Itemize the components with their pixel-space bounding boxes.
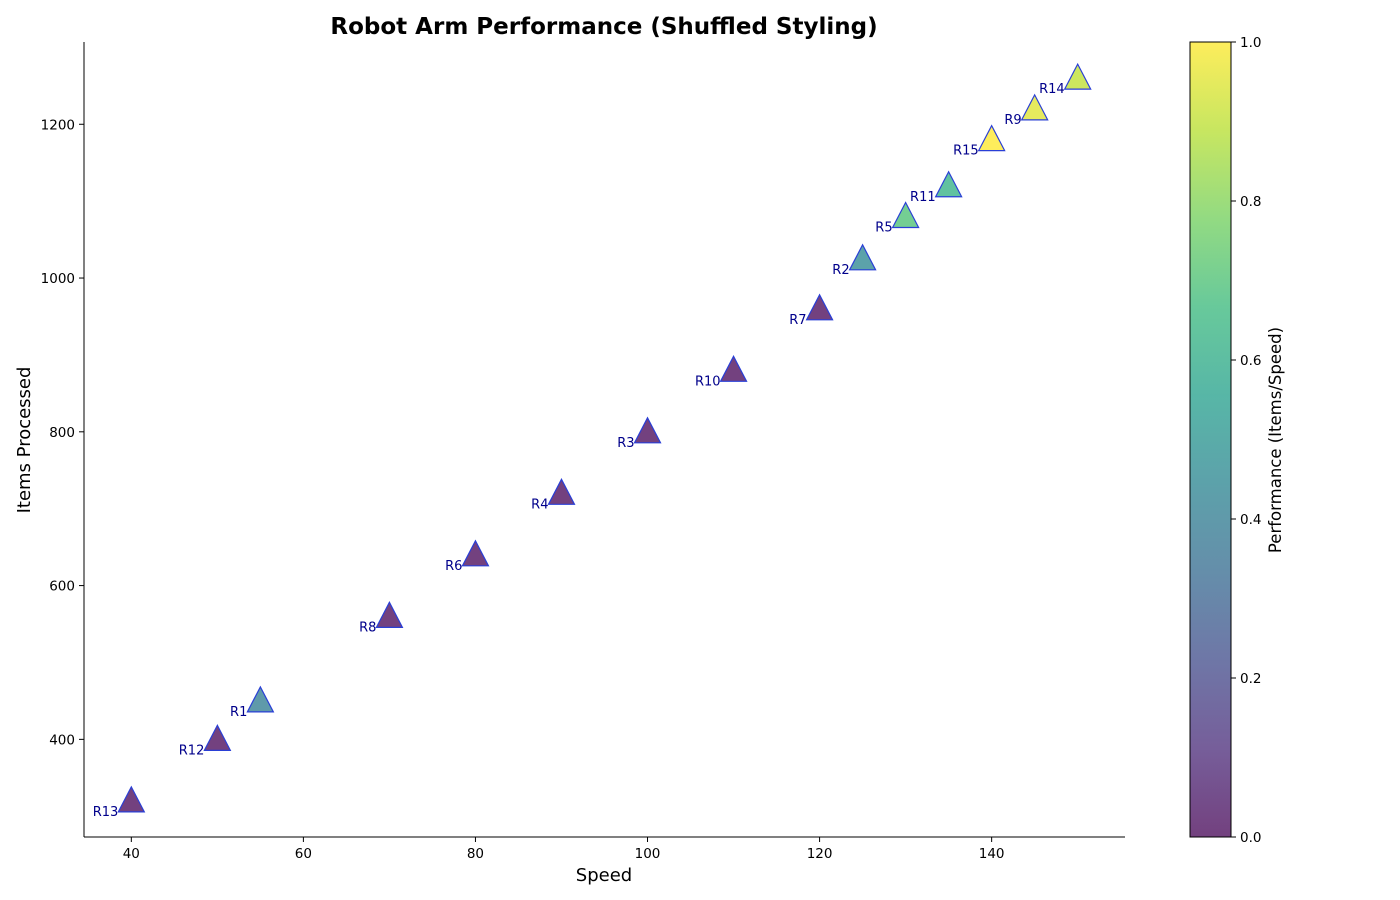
data-point-label: R2 — [832, 263, 849, 278]
data-point-label: R15 — [953, 144, 979, 159]
data-point — [246, 685, 275, 713]
data-point — [934, 170, 963, 198]
y-tick-label: 400 — [49, 732, 75, 748]
y-axis-label: Items Processed — [14, 367, 35, 514]
data-point-label: R9 — [1004, 113, 1021, 128]
data-point — [977, 124, 1006, 152]
data-point — [891, 201, 920, 229]
y-tick-label: 1200 — [41, 117, 75, 133]
y-tick-label: 1000 — [41, 271, 75, 287]
x-tick-label: 120 — [807, 846, 833, 862]
colorbar-tick-label: 1.0 — [1240, 35, 1261, 51]
data-point — [203, 724, 232, 751]
colorbar-gradient — [1189, 41, 1232, 838]
colorbar-tick-label: 0.8 — [1240, 194, 1261, 210]
y-tick-label: 600 — [49, 579, 75, 595]
colorbar: 0.0 0.2 0.4 0.6 0.8 1.0 — [1189, 35, 1261, 846]
colorbar-tick-label: 0.4 — [1240, 512, 1261, 528]
plot-area: 40 60 80 100 120 140 400 600 800 1000 1200 R1 R2 R3 R4… — [41, 42, 1125, 862]
x-tick-label: 40 — [123, 846, 140, 862]
x-tick-label: 60 — [295, 846, 312, 862]
chart-title: Robot Arm Performance (Shuffled Styling) — [330, 14, 877, 40]
x-tick-label: 140 — [979, 846, 1005, 862]
data-point-label: R1 — [230, 705, 247, 720]
data-point-label: R3 — [617, 436, 634, 451]
data-point — [547, 478, 576, 505]
colorbar-tick-label: 0.2 — [1240, 671, 1261, 687]
data-point — [1063, 62, 1092, 90]
colorbar-tick-label: 0.6 — [1240, 353, 1261, 369]
data-point — [375, 601, 404, 628]
data-point — [719, 355, 748, 382]
data-point-label: R6 — [445, 559, 462, 574]
data-point-label: R13 — [93, 805, 119, 820]
data-point-label: R11 — [910, 190, 936, 205]
data-point-label: R12 — [179, 743, 205, 758]
colorbar-label: Performance (Items/Speed) — [1266, 327, 1285, 553]
data-point — [117, 785, 146, 813]
x-tick-label: 80 — [467, 846, 484, 862]
data-point-label: R5 — [875, 221, 892, 236]
data-point-label: R4 — [531, 497, 548, 512]
data-point — [848, 243, 877, 271]
data-point-label: R14 — [1039, 82, 1065, 97]
data-point-label: R7 — [789, 313, 806, 328]
x-tick-label: 100 — [635, 846, 661, 862]
x-axis-label: Speed — [576, 865, 632, 886]
data-point — [461, 539, 490, 567]
colorbar-tick-label: 0.0 — [1240, 830, 1261, 846]
data-point — [1020, 93, 1049, 121]
data-point-label: R10 — [695, 374, 721, 389]
data-point — [805, 293, 834, 321]
data-point — [633, 416, 662, 444]
data-point-label: R8 — [359, 620, 376, 635]
y-tick-label: 800 — [49, 425, 75, 441]
